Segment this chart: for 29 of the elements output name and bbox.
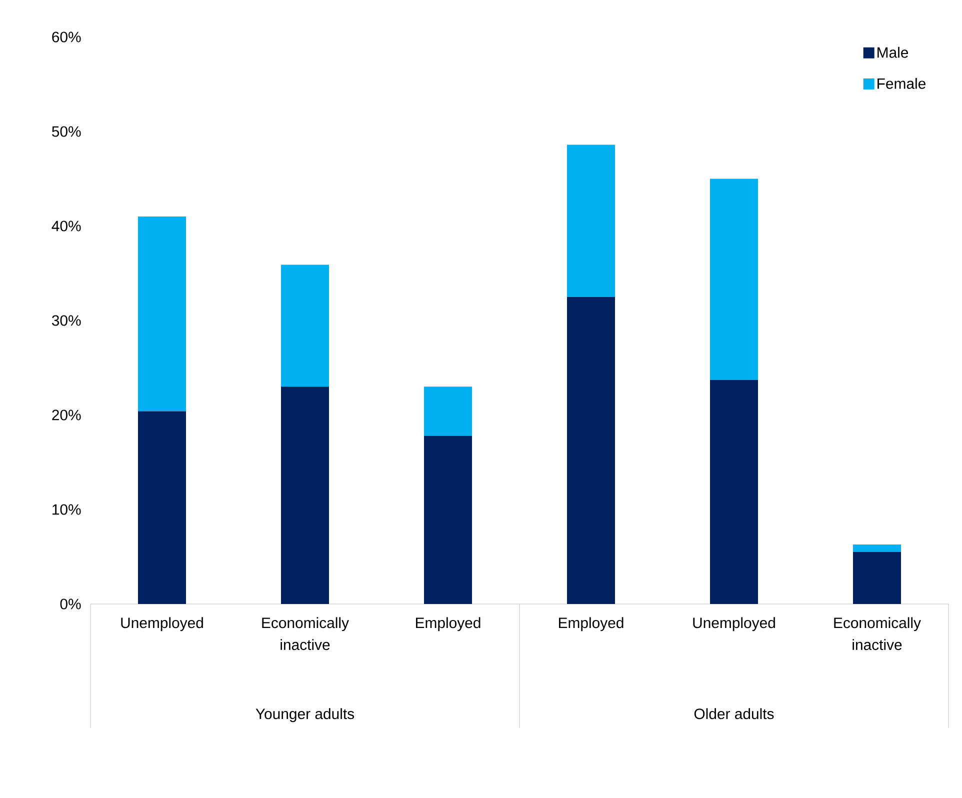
y-tick-label: 20% — [52, 410, 81, 420]
bar — [710, 178, 758, 380]
y-tick-label: 10% — [52, 504, 81, 515]
x-tick-label: Economically inactive — [834, 617, 921, 650]
text: Older adults — [694, 708, 774, 720]
legend-label: Female — [878, 78, 926, 89]
y-tick-label: 60% — [52, 32, 81, 42]
bar — [853, 552, 902, 604]
text: Younger adults — [256, 708, 354, 722]
x-tick-label: Unemployed — [121, 617, 203, 632]
bar — [281, 264, 330, 387]
bar — [710, 380, 758, 604]
bar — [281, 386, 330, 604]
x-tick-label: Employed — [558, 617, 624, 632]
bar — [138, 216, 186, 412]
bar — [567, 144, 616, 297]
y-tick-label: 50% — [52, 126, 81, 137]
x-tick-label: Economically inactive — [262, 617, 349, 650]
x-tick-label: Employed — [416, 617, 480, 632]
bar — [424, 386, 472, 436]
legend-label: Male — [878, 46, 908, 58]
y-tick-label: 30% — [52, 315, 81, 326]
bar — [567, 296, 616, 604]
bar — [424, 436, 472, 604]
y-tick-label: 0% — [60, 598, 81, 610]
bar — [853, 544, 902, 552]
x-tick-label: Unemployed — [693, 617, 775, 632]
bar — [138, 411, 186, 604]
y-tick-label: 40% — [52, 220, 81, 232]
